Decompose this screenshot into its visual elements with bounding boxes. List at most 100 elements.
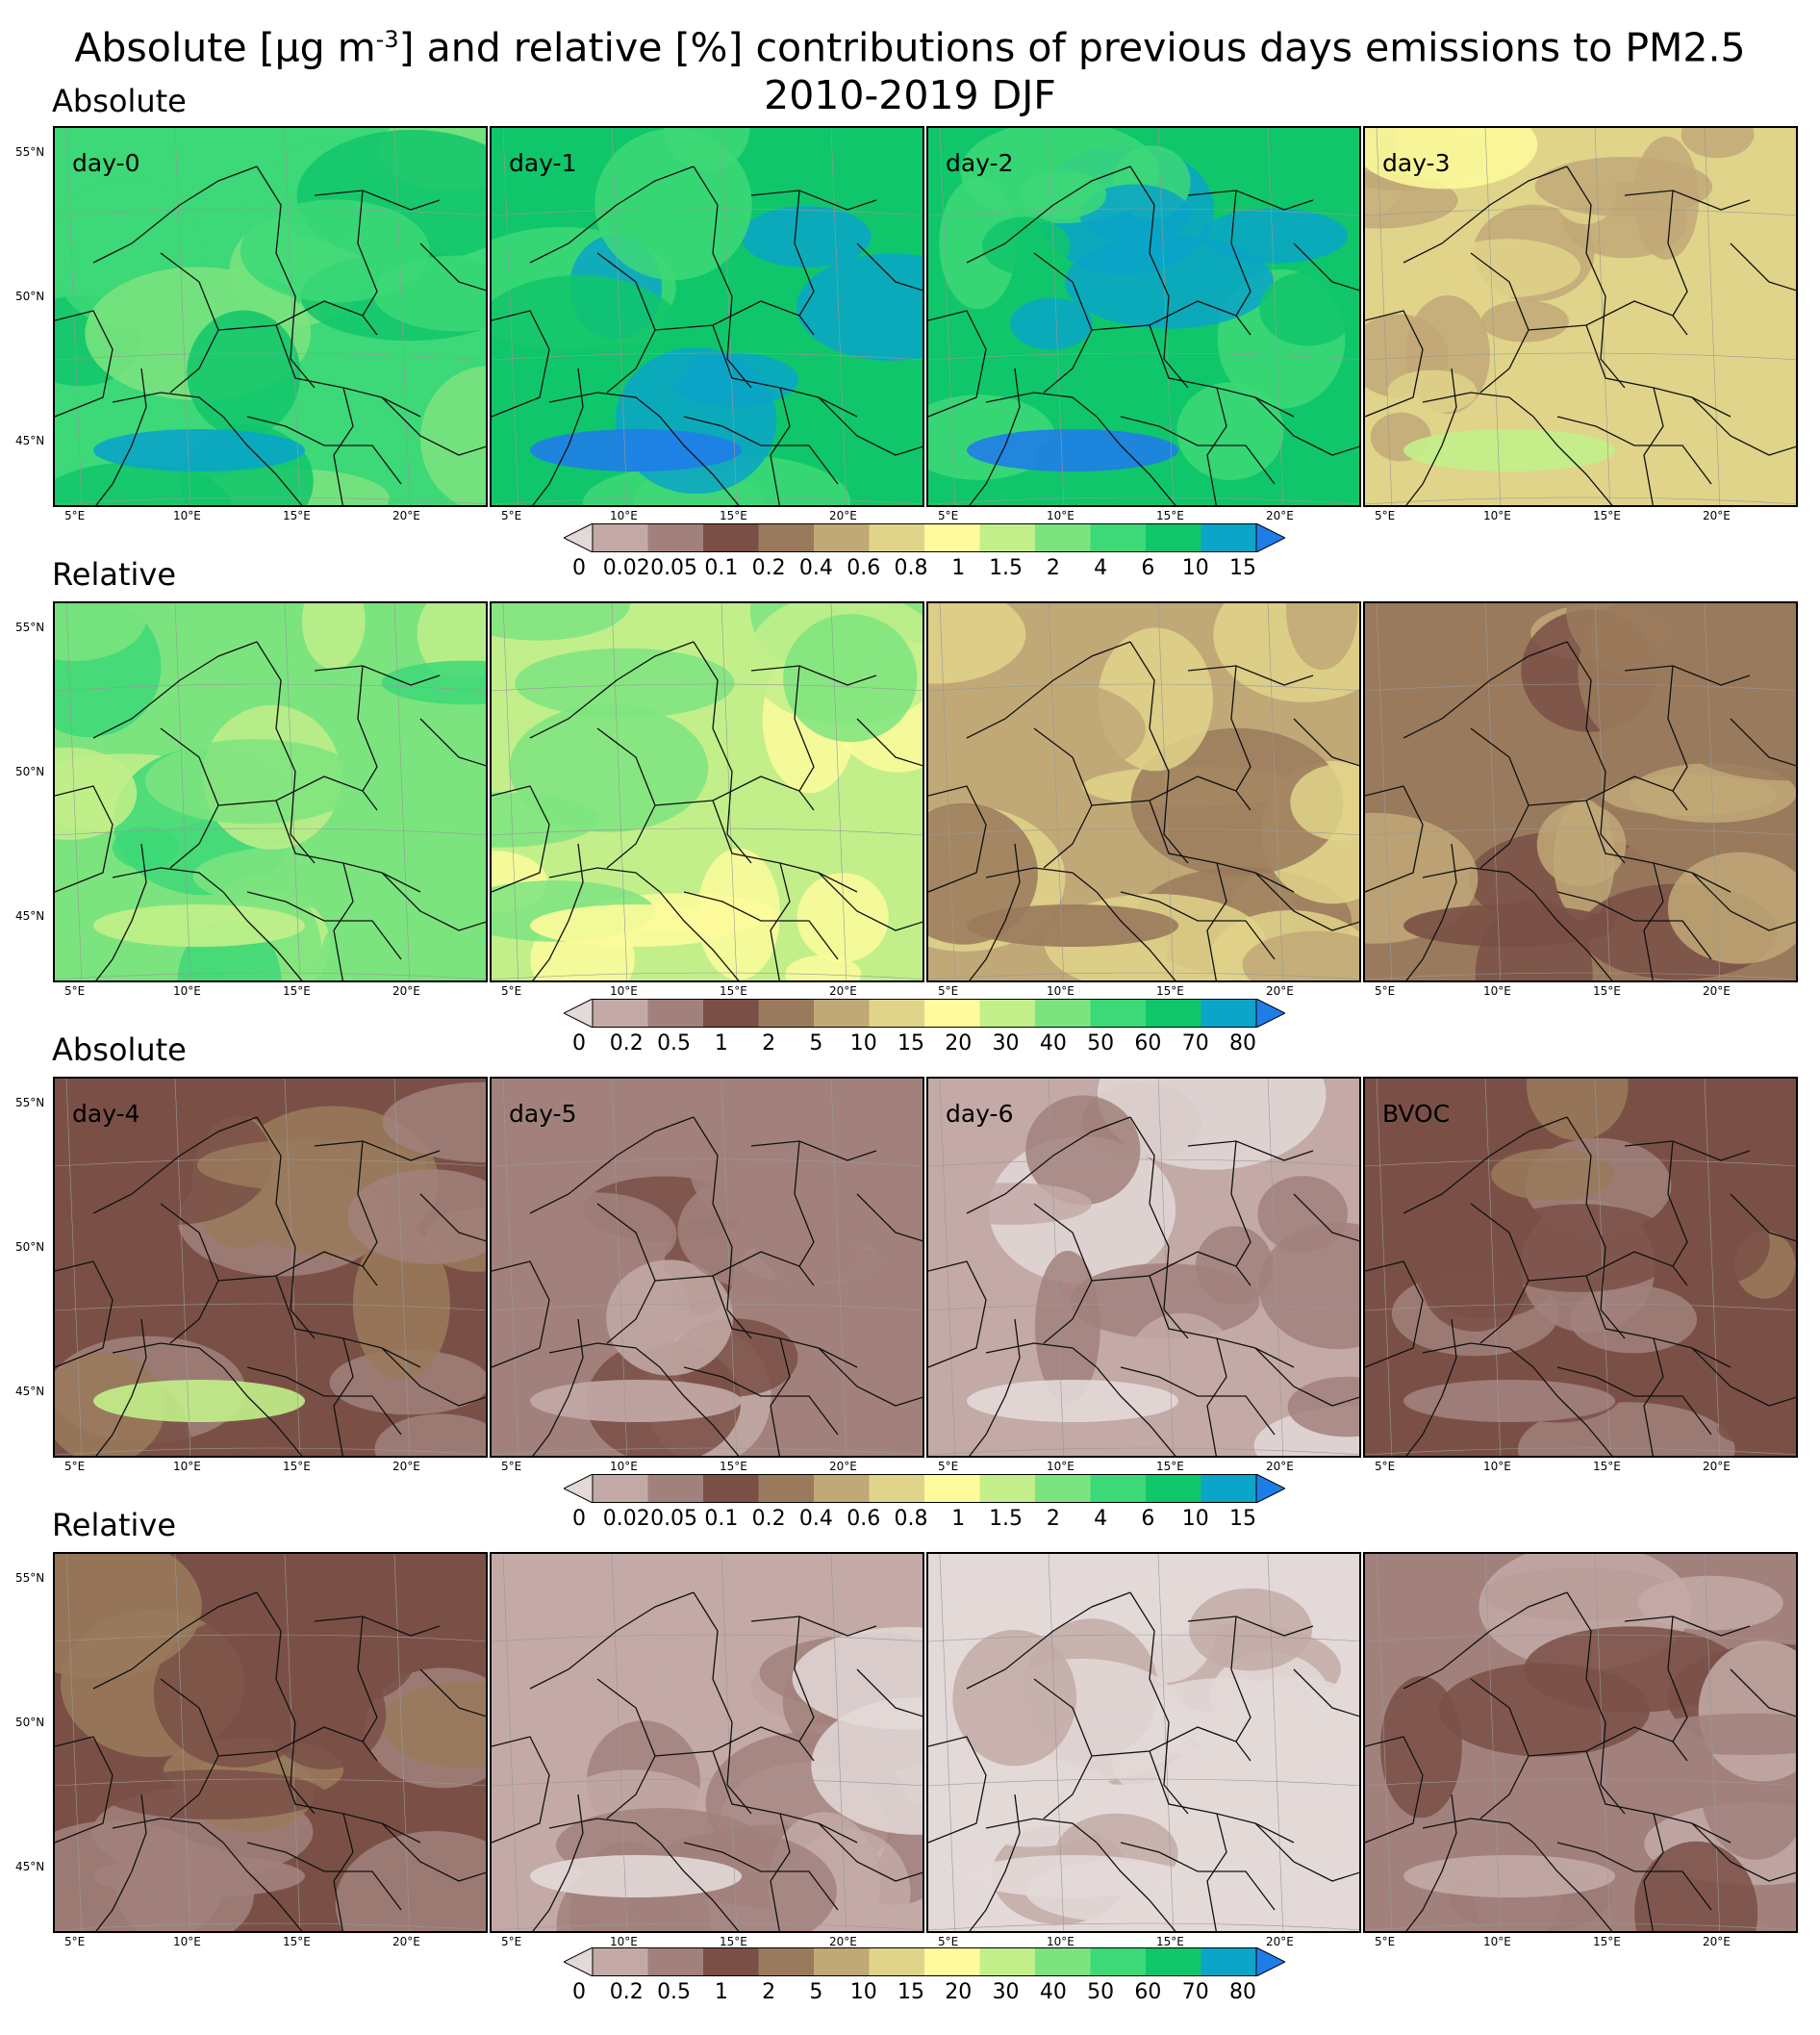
title-superscript: -3	[375, 26, 399, 53]
map-field-r0-c1	[492, 128, 923, 505]
colorbar-tick: 1	[951, 1507, 966, 1531]
colorbar-swatches	[562, 1946, 1287, 1977]
colorbar-tick: 6	[1141, 556, 1155, 580]
colorbar-tick: 2	[762, 1980, 776, 2004]
colorbar-tick: 10	[1181, 1507, 1209, 1531]
lon-label: 10°E	[1047, 1935, 1074, 1948]
lon-label: 5°E	[1375, 1460, 1396, 1473]
colorbar-tick: 0.1	[704, 556, 739, 580]
lon-label: 20°E	[1703, 984, 1731, 998]
lon-label: 20°E	[1266, 509, 1294, 522]
lon-label: 10°E	[1483, 984, 1511, 998]
lat-label: 55°N	[15, 1571, 45, 1585]
colorbar-tick: 0.5	[657, 1980, 692, 2004]
colorbar-tick: 0.8	[894, 556, 928, 580]
colorbar-tick: 10	[849, 1031, 877, 1056]
map-field-r1-c2	[928, 603, 1359, 980]
panel-label-3: day-3	[1382, 149, 1451, 177]
map-panel-r1-c1	[490, 601, 924, 982]
lon-label: 15°E	[1593, 1935, 1621, 1948]
colorbar-tick: 0.05	[650, 556, 698, 580]
colorbar-tick: 4	[1094, 1507, 1108, 1531]
map-panel-r1-c2	[926, 601, 1361, 982]
lon-label: 20°E	[829, 1460, 857, 1473]
colorbar-tick: 5	[809, 1980, 823, 2004]
map-panel-r1-c3	[1363, 601, 1798, 982]
lon-label: 10°E	[610, 1935, 638, 1948]
colorbar-absolute-0	[562, 522, 1287, 556]
lon-label: 5°E	[64, 1935, 86, 1948]
figure-title-line2: 2010-2019 DJF	[764, 72, 1056, 118]
colorbar-tick: 30	[992, 1031, 1020, 1056]
colorbar-tick: 5	[809, 1031, 823, 1056]
lon-label: 20°E	[1703, 509, 1731, 522]
colorbar-tick: 0	[572, 1980, 586, 2004]
colorbar-tick: 60	[1134, 1980, 1162, 2004]
lon-label: 20°E	[1266, 1460, 1294, 1473]
lon-label: 10°E	[1047, 509, 1074, 522]
colorbar-tick: 70	[1181, 1980, 1209, 2004]
lat-label: 45°N	[15, 1385, 45, 1398]
colorbar-tick: 1	[714, 1031, 728, 1056]
lon-label: 15°E	[1156, 984, 1184, 998]
colorbar-tick: 30	[992, 1980, 1020, 2004]
colorbar-tick: 0.2	[751, 556, 786, 580]
map-field-r2-c2	[928, 1079, 1359, 1456]
lat-label: 50°N	[15, 1716, 45, 1729]
map-field-r1-c1	[492, 603, 923, 980]
colorbar-tick: 40	[1039, 1031, 1067, 1056]
lon-label: 15°E	[1593, 509, 1621, 522]
colorbar-swatches	[562, 522, 1287, 553]
map-panel-r2-c3	[1363, 1077, 1798, 1458]
map-field-r3-c1	[492, 1554, 923, 1931]
lon-label: 20°E	[392, 509, 420, 522]
colorbar-tick: 0.6	[847, 1507, 881, 1531]
map-panel-r2-c1	[490, 1077, 924, 1458]
colorbar-absolute-2	[562, 1473, 1287, 1507]
colorbar-tick: 4	[1094, 556, 1108, 580]
colorbar-tick: 50	[1087, 1031, 1115, 1056]
lon-label: 5°E	[938, 1460, 959, 1473]
lon-label: 10°E	[1483, 1460, 1511, 1473]
colorbar-tick: 6	[1141, 1507, 1155, 1531]
lon-label: 5°E	[501, 1935, 522, 1948]
colorbar-tick: 80	[1229, 1980, 1256, 2004]
map-field-r3-c2	[928, 1554, 1359, 1931]
map-field-r2-c1	[492, 1079, 923, 1456]
lon-label: 10°E	[1047, 984, 1074, 998]
map-field-r0-c3	[1365, 128, 1796, 505]
lon-label: 20°E	[1266, 984, 1294, 998]
lat-label: 50°N	[15, 1240, 45, 1254]
colorbar-tick: 0.4	[798, 556, 833, 580]
colorbar-tick: 15	[897, 1031, 924, 1056]
colorbar-relative-3	[562, 1946, 1287, 1980]
colorbar-tick: 80	[1229, 1031, 1256, 1056]
map-field-r1-c0	[55, 603, 486, 980]
map-field-r2-c0	[55, 1079, 486, 1456]
lon-label: 10°E	[173, 1935, 201, 1948]
map-field-r3-c3	[1365, 1554, 1796, 1931]
section-label-relative-2: Relative	[52, 1507, 177, 1543]
colorbar-tick: 2	[1046, 556, 1060, 580]
colorbar-tick: 40	[1039, 1980, 1067, 2004]
figure-title-line1: Absolute [µg m-3] and relative [%] contr…	[0, 15, 1820, 72]
panel-label-1: day-1	[509, 149, 577, 177]
panel-label-2: day-2	[946, 149, 1014, 177]
map-field-r2-c3	[1365, 1079, 1796, 1456]
colorbar-tick: 2	[1046, 1507, 1060, 1531]
panel-label-5: day-5	[509, 1100, 577, 1128]
lon-label: 15°E	[1593, 984, 1621, 998]
colorbar-tick: 0	[572, 1507, 586, 1531]
lon-label: 20°E	[829, 984, 857, 998]
colorbar-tick: 0.02	[602, 1507, 650, 1531]
colorbar-tick: 10	[1181, 556, 1209, 580]
colorbar-tick: 0.6	[847, 556, 881, 580]
title-part-1: Absolute [µg m	[74, 24, 376, 71]
panel-label-7: BVOC	[1382, 1100, 1451, 1128]
lon-label: 5°E	[501, 1460, 522, 1473]
lon-label: 10°E	[173, 509, 201, 522]
lon-label: 20°E	[1703, 1460, 1731, 1473]
colorbar-tick: 0.4	[798, 1507, 833, 1531]
lon-label: 20°E	[392, 1460, 420, 1473]
colorbar-tick: 2	[762, 1031, 776, 1056]
